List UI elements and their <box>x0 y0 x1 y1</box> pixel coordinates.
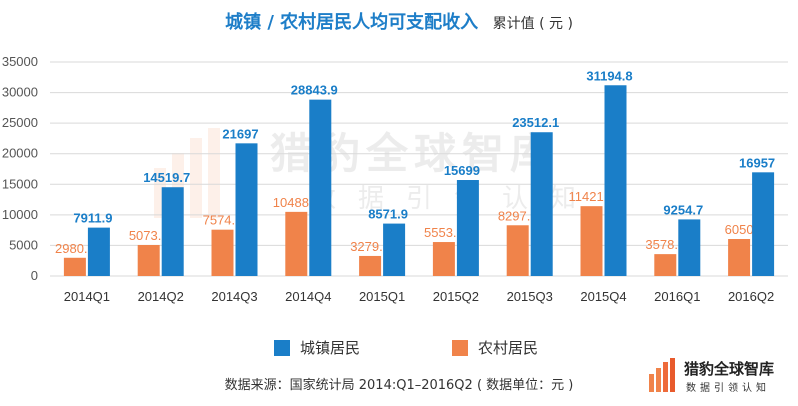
brand-logo-icon <box>649 358 675 392</box>
bar-rural <box>728 239 751 276</box>
bar-urban <box>752 172 775 276</box>
source-note: 数据来源：国家统计局 2014:Q1–2016Q2 ( 数据单位：元 ) <box>224 378 574 393</box>
data-label-urban: 15699 <box>444 163 480 178</box>
x-tick-label: 2014Q2 <box>138 289 184 304</box>
data-label-urban: 14519.7 <box>143 170 190 185</box>
data-label-urban: 16957 <box>739 155 775 170</box>
bar-urban <box>161 187 184 276</box>
x-tick-label: 2015Q4 <box>580 289 626 304</box>
bar-urban <box>530 132 553 276</box>
data-label-urban: 7911.9 <box>73 211 112 226</box>
data-label-rural: 8297.2 <box>498 208 538 223</box>
y-tick-label: 35000 <box>2 54 38 69</box>
data-label-urban: 28843.9 <box>291 83 338 98</box>
data-label-urban: 9254.7 <box>663 202 703 217</box>
chart-title-area: 城镇 / 农村居民人均可支配收入 累计值 ( 元 ) <box>0 8 798 34</box>
y-tick-label: 15000 <box>2 176 38 191</box>
data-label-urban: 8571.9 <box>368 207 408 222</box>
y-tick-label: 0 <box>31 268 38 283</box>
y-tick-label: 5000 <box>9 237 38 252</box>
y-tick-label: 25000 <box>2 115 38 130</box>
y-tick-label: 30000 <box>2 85 38 100</box>
x-tick-label: 2015Q3 <box>507 289 553 304</box>
legend-label: 农村居民 <box>478 339 538 357</box>
data-label-rural: 5073.5 <box>129 228 169 243</box>
bar-rural <box>359 255 382 276</box>
bar-urban <box>87 227 110 276</box>
legend-swatch <box>452 340 468 356</box>
data-label-rural: 3279.1 <box>350 239 390 254</box>
bar-rural <box>285 211 308 276</box>
data-label-urban: 31194.8 <box>586 68 632 83</box>
bar-rural <box>580 206 603 276</box>
brand-logo: 猎豹全球智库 数据引领认知 <box>648 356 798 400</box>
data-label-rural: 3578.1 <box>645 237 685 252</box>
bar-urban <box>383 223 406 276</box>
data-label-rural: 11421.7 <box>568 189 614 204</box>
bar-rural <box>432 242 455 276</box>
bar-rural <box>63 257 86 276</box>
bar-urban <box>309 99 332 276</box>
y-tick-label: 20000 <box>2 146 38 161</box>
x-tick-label: 2016Q2 <box>728 289 774 304</box>
data-label-rural: 10488.9 <box>273 195 320 210</box>
brand-logo-name: 猎豹全球智库 <box>684 360 775 378</box>
bar-rural <box>137 244 160 276</box>
chart-subtitle: 累计值 ( 元 ) <box>492 16 573 32</box>
data-label-rural: 6050 <box>725 222 754 237</box>
x-tick-label: 2015Q1 <box>359 289 405 304</box>
legend-label: 城镇居民 <box>300 339 360 357</box>
bar-rural <box>211 229 234 276</box>
brand-logo-slogan: 数据引领认知 <box>686 383 770 394</box>
x-tick-label: 2016Q1 <box>654 289 700 304</box>
bar-urban <box>456 180 479 276</box>
bar-urban <box>678 219 701 276</box>
bar-rural <box>654 254 677 276</box>
y-tick-label: 10000 <box>2 207 38 222</box>
data-label-rural: 5553.8 <box>424 225 464 240</box>
data-label-rural: 7574.3 <box>203 213 243 228</box>
x-tick-label: 2014Q3 <box>211 289 257 304</box>
bar-rural <box>506 225 529 276</box>
x-tick-label: 2014Q4 <box>285 289 331 304</box>
data-label-rural: 2980.3 <box>55 241 95 256</box>
bar-urban <box>604 85 627 276</box>
x-tick-label: 2015Q2 <box>433 289 479 304</box>
data-label-urban: 21697 <box>222 126 258 141</box>
x-tick-label: 2014Q1 <box>64 289 110 304</box>
data-label-urban: 23512.1 <box>512 115 559 130</box>
bar-urban <box>235 143 258 276</box>
chart-title: 城镇 / 农村居民人均可支配收入 <box>225 12 479 33</box>
legend-swatch <box>274 340 290 356</box>
